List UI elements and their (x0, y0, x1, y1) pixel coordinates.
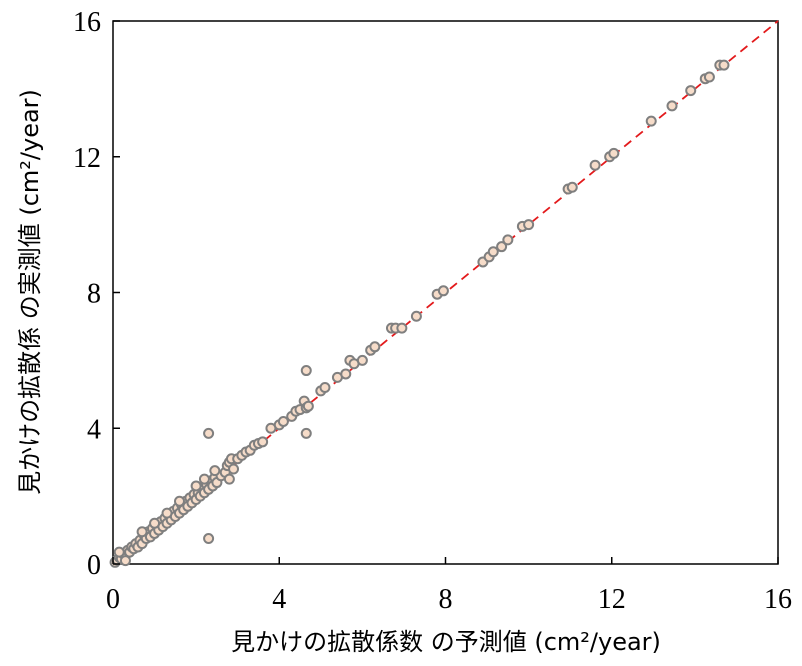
data-point-111 (119, 555, 131, 567)
y-axis-label: 見かけの拡散係 の実測値 (cm²/year) (16, 89, 44, 495)
data-point-89 (487, 246, 499, 258)
data-point-93 (523, 219, 535, 231)
data-point-65 (277, 415, 289, 427)
data-point-84 (410, 310, 422, 322)
data-point-75 (340, 368, 352, 380)
data-point-107 (203, 533, 215, 545)
data-point-114 (149, 517, 161, 529)
data-point-95 (566, 181, 578, 193)
data-point-90 (496, 241, 508, 253)
x-tick-label-3: 12 (598, 584, 626, 615)
data-point-55 (228, 463, 240, 475)
data-point-96 (589, 159, 601, 171)
y-tick-label-1: 4 (87, 414, 101, 445)
data-point-108 (300, 365, 312, 377)
x-tick-label-2: 8 (439, 584, 453, 615)
data-point-112 (113, 546, 125, 558)
data-point-99 (645, 115, 657, 127)
data-point-109 (300, 427, 312, 439)
x-tick-label-1: 4 (272, 584, 286, 615)
data-point-91 (502, 234, 514, 246)
data-point-118 (198, 473, 210, 485)
data-point-86 (437, 285, 449, 297)
data-points-layer (109, 59, 730, 568)
data-point-78 (356, 354, 368, 366)
data-point-80 (369, 341, 381, 353)
data-point-105 (718, 59, 730, 71)
x-axis-label: 見かけの拡散係数 の予測値 (cm²/year) (231, 628, 661, 656)
data-point-71 (302, 400, 314, 412)
data-point-100 (666, 100, 678, 112)
data-point-116 (174, 495, 185, 507)
x-tick-labels: 0 4 8 12 16 (106, 584, 792, 615)
data-point-98 (608, 147, 620, 159)
y-tick-labels: 0 4 8 12 16 (73, 7, 101, 581)
data-point-117 (190, 480, 202, 492)
y-tick-label-4: 16 (73, 7, 101, 38)
data-point-73 (319, 382, 331, 394)
data-point-103 (703, 71, 715, 83)
data-point-113 (136, 526, 148, 538)
data-point-119 (209, 465, 221, 477)
y-tick-label-0: 0 (87, 550, 101, 581)
x-tick-label-4: 16 (764, 584, 792, 615)
data-point-106 (203, 427, 215, 439)
y-tick-label-3: 12 (73, 143, 101, 174)
data-point-62 (257, 436, 269, 448)
data-point-83 (396, 322, 408, 334)
y-tick-label-2: 8 (87, 279, 101, 310)
data-point-110 (223, 473, 235, 485)
data-point-115 (161, 507, 173, 519)
tick-layer (112, 20, 779, 565)
data-point-101 (685, 85, 697, 97)
x-tick-label-0: 0 (106, 584, 120, 615)
